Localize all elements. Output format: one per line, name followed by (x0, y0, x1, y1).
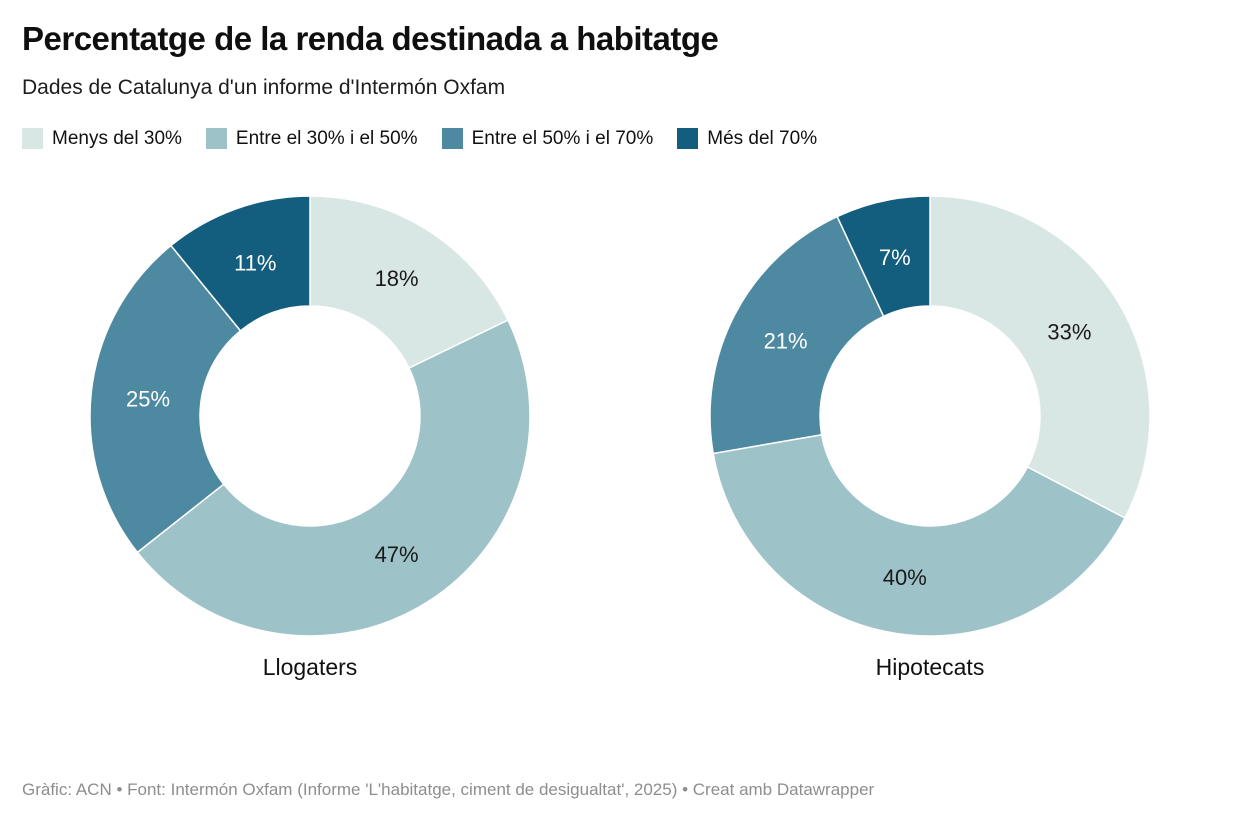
donut-chart: 18% 47% 25% 11% (89, 195, 531, 637)
segment-value-label: 33% (1047, 320, 1091, 345)
legend-item: Entre el 30% i el 50% (205, 127, 418, 150)
page-title: Percentatge de la renda destinada a habi… (22, 20, 719, 57)
legend-item: Menys del 30% (22, 128, 182, 150)
chart-caption: Llogaters (262, 653, 358, 680)
legend-label: Menys del 30% (52, 127, 182, 149)
donut-segment (712, 433, 1126, 637)
donut-segment (836, 195, 931, 318)
donut-chart: 33% 40% 21% 7% (709, 195, 1151, 637)
header: Percentatge de la renda destinada a habi… (0, 0, 1240, 100)
segment-value-label: 40% (883, 565, 927, 590)
donut-segment (136, 319, 531, 637)
legend-label: Entre el 30% i el 50% (235, 127, 418, 149)
segment-value-label: 25% (126, 386, 170, 411)
donut-segment (169, 195, 311, 332)
segment-value-label: 11% (234, 250, 276, 275)
legend-item: Més del 70% (677, 128, 817, 150)
legend-label: Entre el 50% i el 70% (471, 127, 654, 149)
legend-swatch (205, 128, 227, 150)
donut-segment (929, 195, 1151, 519)
legend-swatch (677, 128, 699, 150)
donut-segment (309, 195, 510, 369)
segment-value-label: 21% (764, 328, 808, 353)
legend-swatch (22, 128, 43, 150)
segment-value-label: 18% (375, 266, 419, 291)
chart-column-hipotecats: 33% 40% 21% 7% Hipotecats (620, 194, 1240, 681)
donut-segment (709, 215, 885, 455)
legend: Menys del 30% Entre el 30% i el 50% Entre … (22, 128, 1240, 150)
attribution-footer: Gràfic: ACN • Font: Intermón Oxfam (Info… (22, 780, 875, 799)
chart-caption: Hipotecats (875, 653, 985, 680)
chart-column-llogaters: 18% 47% 25% 11% Llogaters (0, 194, 620, 681)
segment-value-label: 7% (879, 245, 911, 270)
legend-item: Entre el 50% i el 70% (441, 127, 654, 150)
charts-area: 18% 47% 25% 11% Llogaters 33% 40% 21% 7% Hipot… (0, 194, 1240, 681)
legend-swatch (441, 128, 463, 150)
legend-label: Més del 70% (707, 127, 818, 149)
page-subtitle: Dades de Catalunya d'un informe d'Interm… (22, 75, 506, 99)
segment-value-label: 47% (375, 542, 419, 567)
donut-segment (89, 244, 242, 554)
